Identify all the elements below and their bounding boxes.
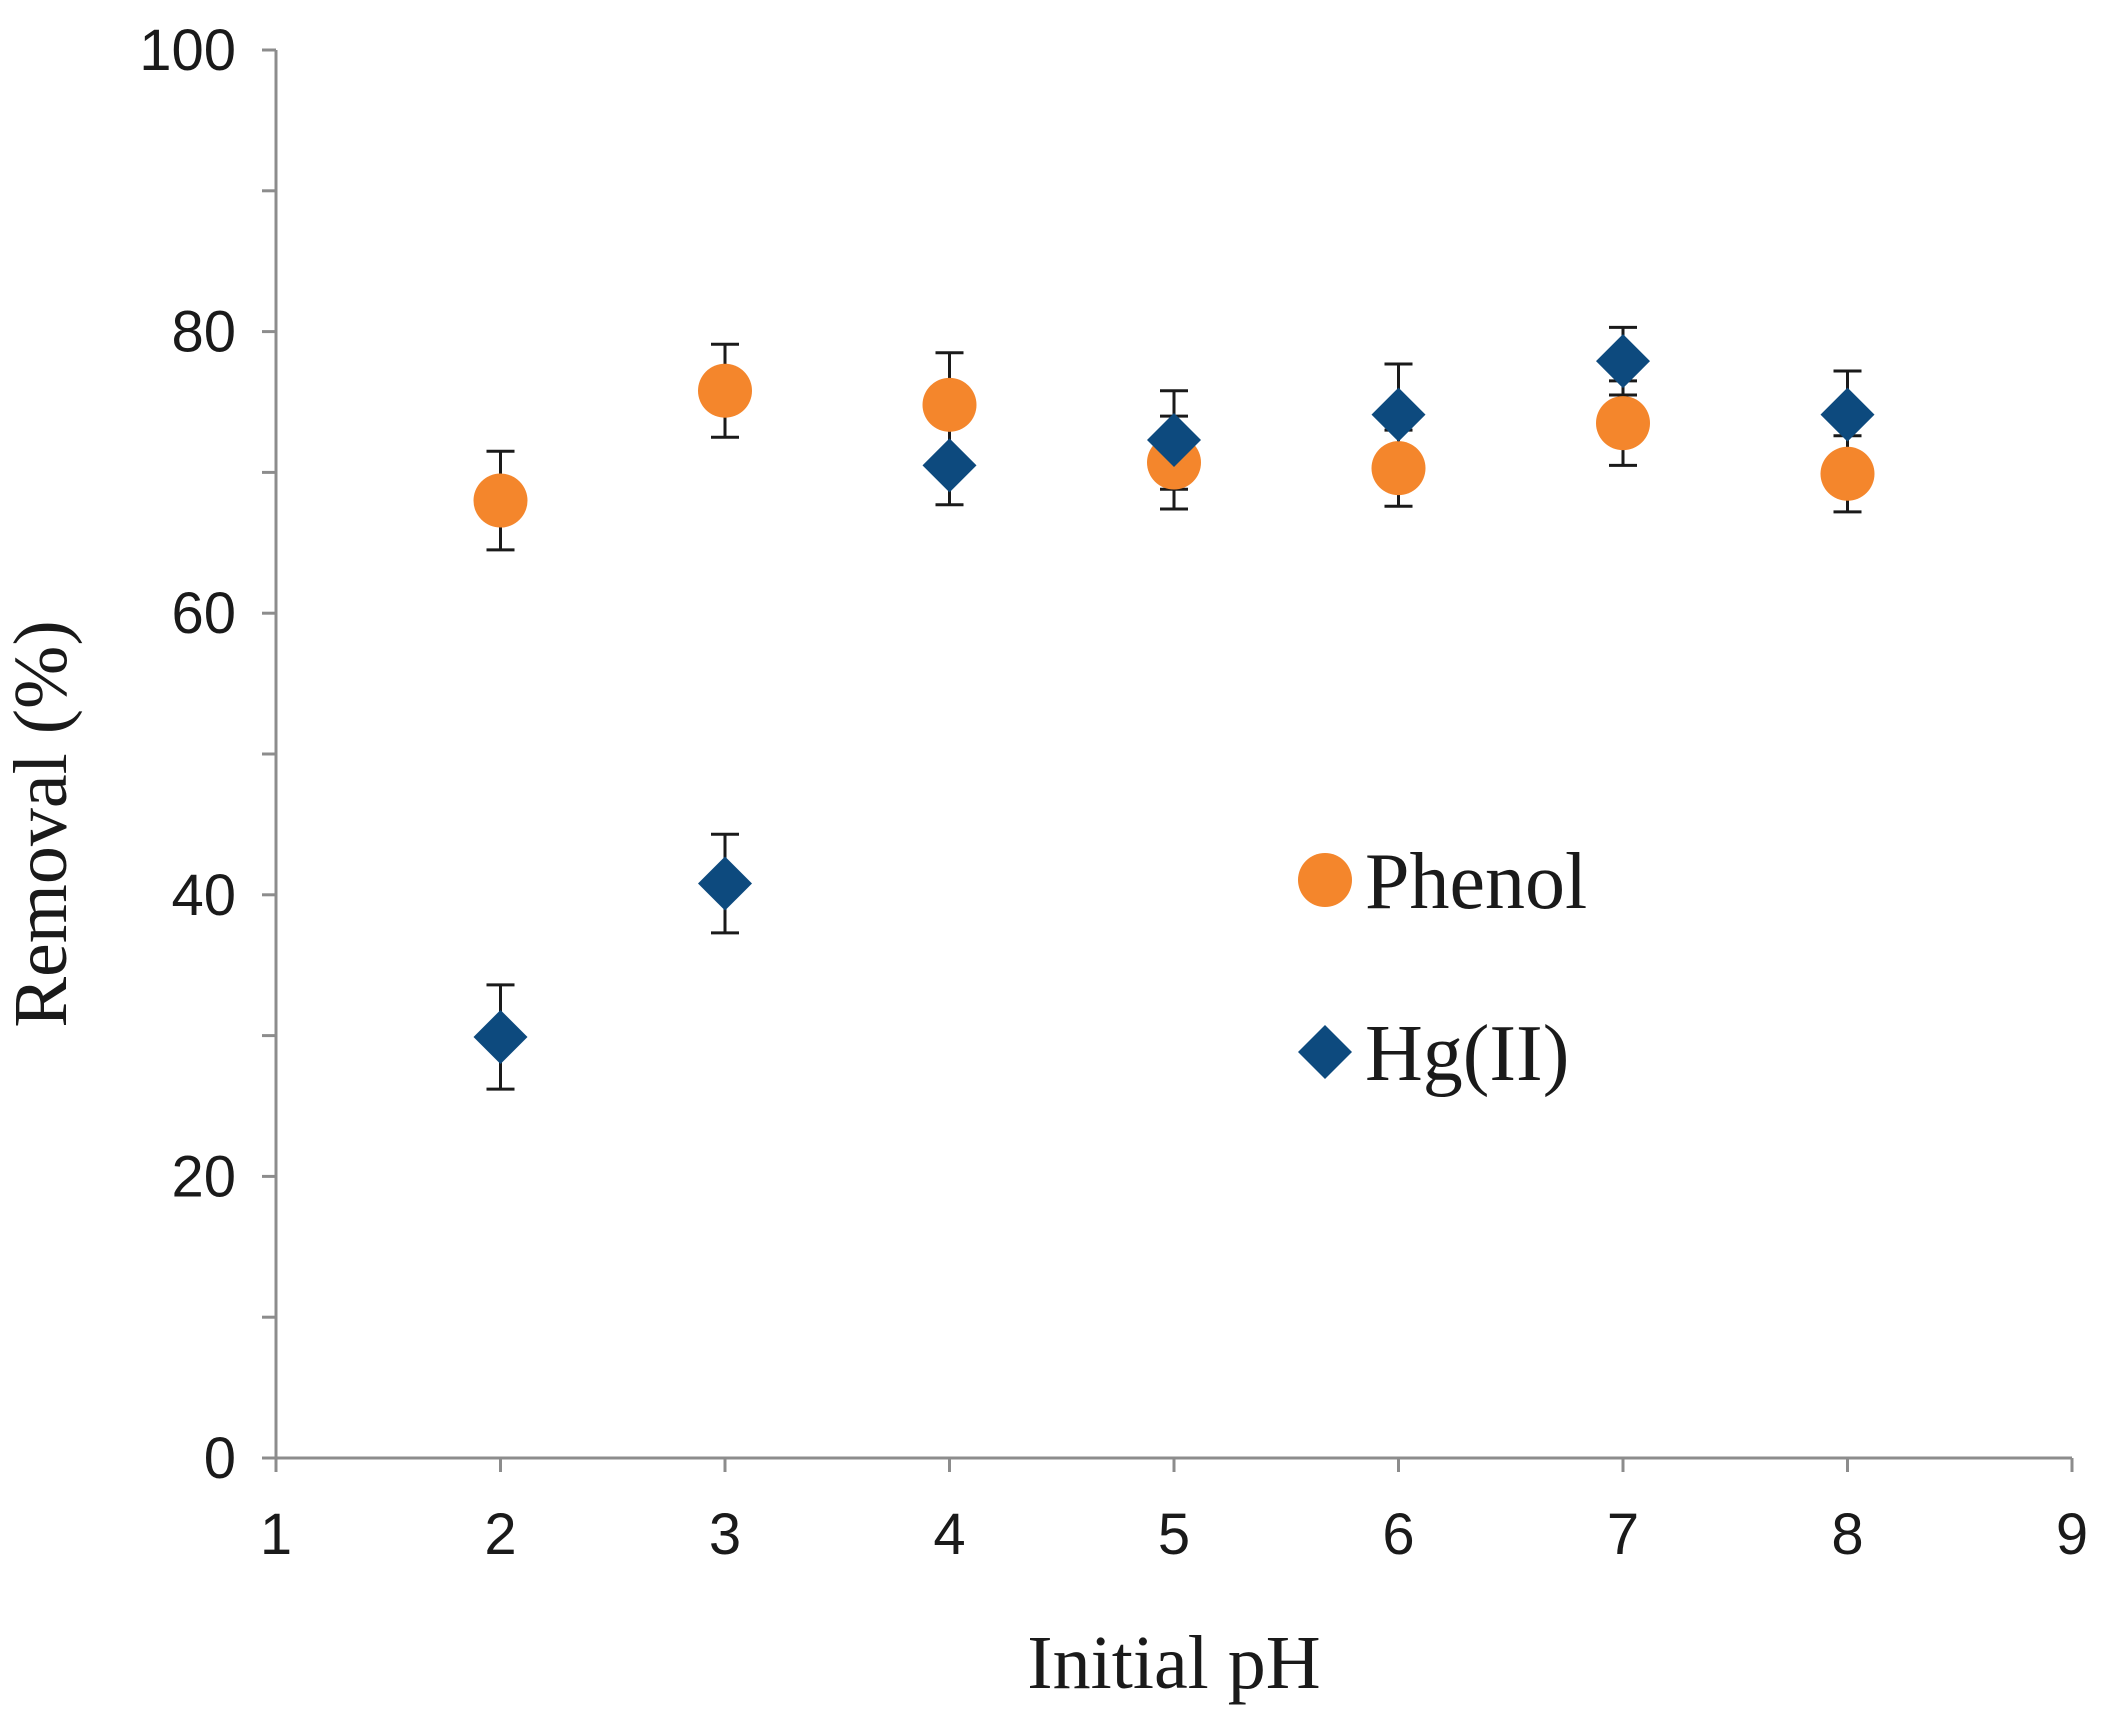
x-axis-title: Initial pH (1027, 1621, 1320, 1705)
data-point-phenol (1820, 446, 1875, 501)
x-tick-label: 2 (484, 1502, 516, 1567)
data-point-hg-ii (1371, 387, 1426, 442)
data-point-phenol (473, 473, 528, 528)
data-point-phenol (922, 377, 977, 432)
x-tick-label: 7 (1607, 1502, 1639, 1567)
legend-marker-phenol (1298, 853, 1352, 907)
y-tick-label: 40 (171, 863, 236, 928)
y-axis-title: Removal (%) (0, 620, 83, 1027)
legend-label-hg-ii: Hg(II) (1365, 1010, 1569, 1098)
y-tick-label: 80 (171, 300, 236, 365)
data-point-hg-ii (473, 1010, 528, 1065)
x-tick-label: 6 (1382, 1502, 1414, 1567)
data-point-hg-ii (1596, 334, 1650, 389)
legend-label-phenol: Phenol (1365, 838, 1587, 926)
data-markers (473, 334, 1875, 1065)
data-point-phenol (698, 363, 752, 418)
x-tick-label: 4 (933, 1502, 965, 1567)
y-tick-label: 100 (139, 18, 236, 83)
axes: 0 20 40 60 80 100 1 2 3 4 5 6 7 8 9 (139, 18, 2088, 1567)
x-tick-label: 9 (2056, 1502, 2088, 1567)
y-tick-label: 20 (171, 1144, 236, 1209)
x-tick-label: 1 (260, 1502, 292, 1567)
data-point-hg-ii (1820, 387, 1875, 442)
data-point-phenol (1371, 441, 1426, 496)
data-point-hg-ii (1147, 413, 1201, 468)
x-tick-label: 8 (1831, 1502, 1863, 1567)
x-tick-label: 3 (709, 1502, 741, 1567)
data-point-hg-ii (698, 856, 752, 911)
y-tick-label: 60 (171, 581, 236, 646)
y-tick-label: 0 (204, 1426, 236, 1491)
legend-marker-hg-ii (1298, 1025, 1352, 1079)
data-point-hg-ii (922, 438, 977, 493)
legend: Phenol Hg(II) (1298, 838, 1587, 1098)
x-tick-label: 5 (1158, 1502, 1190, 1567)
data-point-phenol (1596, 396, 1650, 451)
